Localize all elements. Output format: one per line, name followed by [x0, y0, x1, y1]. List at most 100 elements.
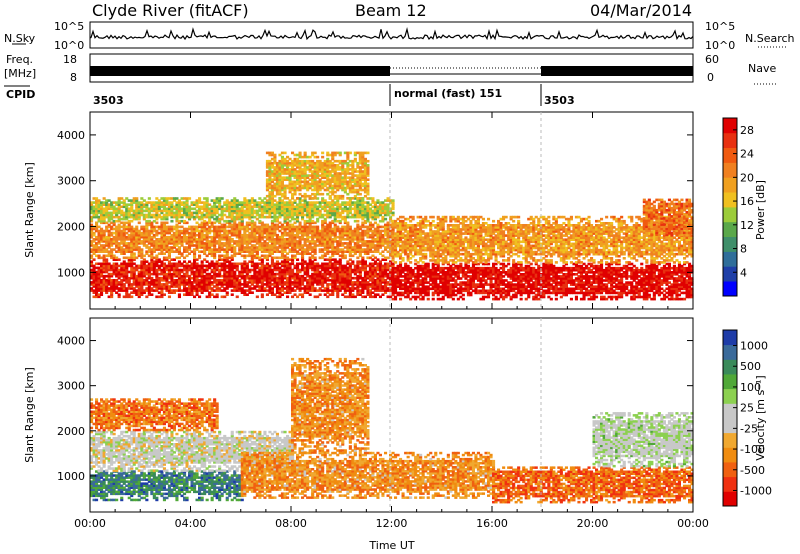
heatmap-cell — [137, 246, 141, 249]
heatmap-cell — [107, 223, 111, 227]
heatmap-cell — [336, 291, 340, 294]
heatmap-cell — [368, 285, 372, 288]
heatmap-cell — [172, 225, 176, 229]
heatmap-cell — [291, 274, 295, 278]
heatmap-cell — [127, 293, 131, 296]
heatmap-cell — [311, 268, 315, 272]
heatmap-cell — [384, 262, 388, 266]
heatmap-cell — [195, 244, 199, 247]
heatmap-cell — [213, 225, 217, 229]
heatmap-cell — [200, 227, 204, 231]
heatmap-cell — [107, 289, 111, 292]
heatmap-cell — [240, 240, 244, 243]
heatmap-cell — [190, 262, 194, 266]
heatmap-cell — [92, 227, 96, 231]
heatmap-cell — [165, 227, 169, 231]
heatmap-cell — [112, 289, 116, 292]
heatmap-cell — [238, 221, 242, 225]
heatmap-cell — [130, 276, 134, 280]
heatmap-cell — [155, 233, 159, 237]
heatmap-cell — [253, 287, 257, 290]
heatmap-cell — [135, 268, 139, 272]
heatmap-cell — [208, 281, 212, 284]
heatmap-cell — [263, 272, 267, 276]
heatmap-cell — [195, 246, 199, 249]
heatmap-cell — [353, 272, 357, 276]
heatmap-cell — [125, 295, 129, 299]
heatmap-cell — [183, 235, 187, 239]
heatmap-cell — [145, 266, 149, 270]
heatmap-cell — [280, 264, 284, 268]
heatmap-cell — [170, 225, 174, 229]
heatmap-cell — [205, 295, 209, 299]
heatmap-cell — [160, 235, 164, 239]
heatmap-cell — [115, 272, 119, 276]
heatmap-cell — [185, 266, 189, 270]
heatmap-cell — [183, 250, 187, 253]
heatmap-cell — [263, 266, 267, 270]
heatmap-cell — [125, 244, 129, 247]
heatmap-cell — [130, 272, 134, 276]
heatmap-cell — [361, 266, 365, 270]
heatmap-cell — [233, 227, 237, 231]
heatmap-cell — [107, 235, 111, 239]
heatmap-cell — [255, 281, 259, 284]
heatmap-cell — [218, 221, 222, 225]
heatmap-cell — [170, 235, 174, 239]
heatmap-cell — [147, 264, 151, 268]
heatmap-cell — [107, 238, 111, 241]
heatmap-cell — [220, 235, 224, 239]
heatmap-cell — [348, 283, 352, 286]
heatmap-cell — [117, 242, 121, 245]
heatmap-cell — [218, 264, 222, 268]
heatmap-cell — [230, 254, 234, 258]
heatmap-cell — [371, 285, 375, 288]
heatmap-cell — [162, 231, 166, 235]
heatmap-cell — [117, 264, 121, 268]
heatmap-cell — [373, 283, 377, 286]
heatmap-cell — [97, 274, 101, 278]
heatmap-cell — [180, 283, 184, 286]
heatmap-cell — [318, 283, 322, 286]
heatmap-cell — [105, 221, 109, 225]
heatmap-cell — [195, 272, 199, 276]
heatmap-cell — [180, 244, 184, 247]
heatmap-cell — [260, 258, 264, 261]
heatmap-cell — [142, 225, 146, 229]
heatmap-cell — [258, 266, 262, 270]
heatmap-cell — [177, 235, 181, 239]
heatmap-cell — [223, 274, 227, 278]
heatmap-cell — [348, 264, 352, 268]
heatmap-cell — [122, 227, 126, 231]
heatmap-cell — [203, 246, 207, 249]
heatmap-cell — [150, 240, 154, 243]
heatmap-cell — [318, 264, 322, 268]
heatmap-cell — [100, 256, 104, 260]
heatmap-cell — [336, 285, 340, 288]
heatmap-cell — [203, 242, 207, 245]
heatmap-cell — [361, 281, 365, 284]
heatmap-cell — [150, 231, 154, 235]
heatmap-cell — [145, 287, 149, 290]
heatmap-cell — [238, 289, 242, 292]
heatmap-cell — [248, 276, 252, 280]
heatmap-cell — [240, 287, 244, 290]
heatmap-cell — [215, 295, 219, 299]
heatmap-cell — [321, 262, 325, 266]
heatmap-cell — [243, 293, 247, 296]
heatmap-cell — [346, 270, 350, 274]
heatmap-cell — [341, 293, 345, 296]
heatmap-cell — [130, 268, 134, 272]
heatmap-cell — [313, 258, 317, 261]
heatmap-cell — [338, 274, 342, 278]
heatmap-cell — [92, 289, 96, 292]
heatmap-cell — [260, 285, 264, 288]
heatmap-cell — [208, 250, 212, 253]
heatmap-cell — [152, 289, 156, 292]
heatmap-cell — [311, 281, 315, 284]
heatmap-cell — [265, 281, 269, 284]
heatmap-cell — [145, 231, 149, 235]
heatmap-cell — [95, 291, 99, 294]
heatmap-cell — [328, 260, 332, 263]
heatmap-cell — [130, 262, 134, 266]
